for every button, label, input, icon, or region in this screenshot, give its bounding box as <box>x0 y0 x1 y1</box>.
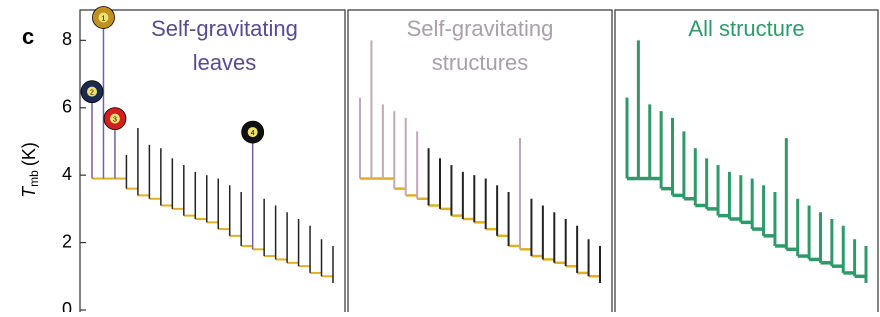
y-label-subscript: mb <box>27 170 41 187</box>
leaf-marker-label: 4 <box>251 130 255 137</box>
panel-title: Self-gravitating <box>407 16 554 41</box>
panel-label: c <box>22 24 34 49</box>
y-tick-label: 6 <box>62 97 72 117</box>
leaf-marker-label: 1 <box>102 15 106 22</box>
panel-title: structures <box>432 50 529 75</box>
panel-title: leaves <box>193 50 257 75</box>
y-label-unit: (K) <box>19 142 39 166</box>
y-axis-label: Tmb(K) <box>19 142 41 198</box>
panel-title: Self-gravitating <box>151 16 298 41</box>
y-tick-label: 2 <box>62 231 72 251</box>
y-tick-label: 0 <box>62 299 72 312</box>
leaf-marker-label: 3 <box>113 116 117 123</box>
y-tick-label: 8 <box>62 29 72 49</box>
y-tick-label: 4 <box>62 164 72 184</box>
figure: c 02468Tmb(K)2134Self-gravitatingleavesS… <box>0 0 880 312</box>
panel-title: All structure <box>688 16 804 41</box>
leaf-marker-label: 2 <box>90 89 94 96</box>
